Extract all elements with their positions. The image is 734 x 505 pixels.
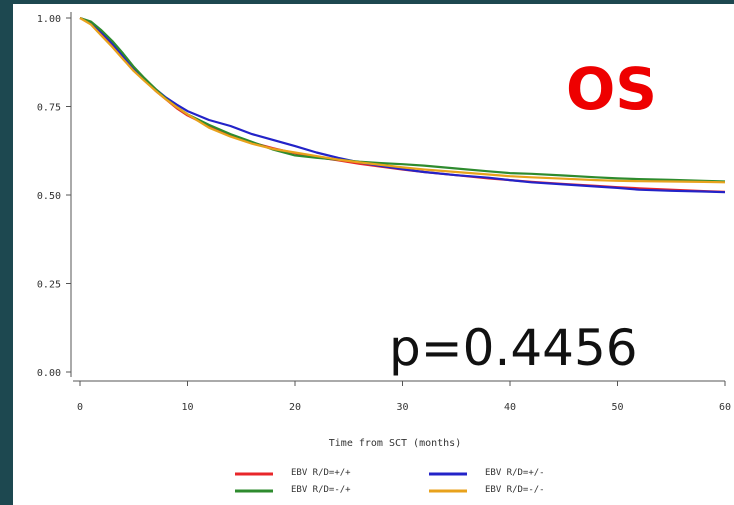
y-tick-label: 1.00 xyxy=(37,14,61,25)
x-tick-label: 60 xyxy=(719,402,731,413)
os-panel-label: OS xyxy=(566,55,657,123)
legend-label: EBV R/D=+/+ xyxy=(291,468,351,478)
x-tick-label: 30 xyxy=(396,402,408,413)
x-tick-label: 20 xyxy=(289,402,301,413)
legend-label: EBV R/D=-/+ xyxy=(291,485,351,495)
x-tick-label: 10 xyxy=(181,402,193,413)
x-tick-label: 0 xyxy=(77,402,83,413)
series-line xyxy=(79,17,726,184)
series-line xyxy=(79,16,726,183)
x-tick-label: 40 xyxy=(504,402,516,413)
x-tick-label: 50 xyxy=(611,402,623,413)
axes: 0.00 0.25 0.50 0.75 1.00 0 10 20 30 40 50 60 xyxy=(37,12,731,413)
legend: EBV R/D=+/+ EBV R/D=+/- EBV R/D=-/+ EBV R/D… xyxy=(235,468,545,495)
chart-panel: 0.00 0.25 0.50 0.75 1.00 0 10 20 30 40 50 60 OS p=0… xyxy=(13,4,734,505)
y-tick-label: 0.00 xyxy=(37,368,61,379)
p-value-annotation: p=0.4456 xyxy=(389,319,638,377)
x-axis-title: Time from SCT (months) xyxy=(329,438,461,449)
legend-label: EBV R/D=-/- xyxy=(485,485,545,495)
survival-chart: 0.00 0.25 0.50 0.75 1.00 0 10 20 30 40 50 60 OS p=0… xyxy=(37,12,731,495)
series-lines xyxy=(79,16,726,194)
y-tick-label: 0.75 xyxy=(37,103,61,114)
y-tick-label: 0.25 xyxy=(37,280,61,291)
legend-label: EBV R/D=+/- xyxy=(485,468,545,478)
y-tick-label: 0.50 xyxy=(37,191,61,202)
